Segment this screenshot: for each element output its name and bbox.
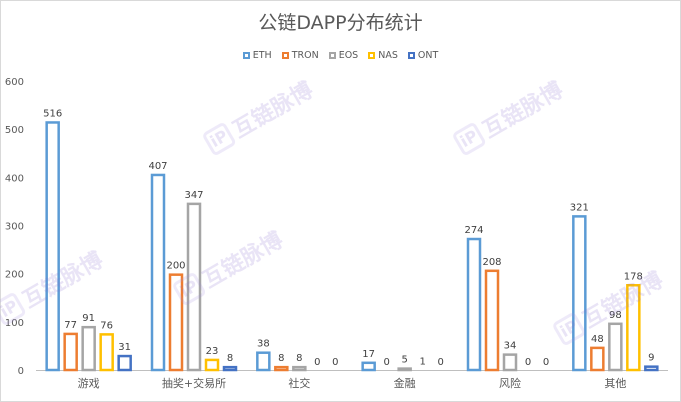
chart-title: 公链DAPP分布统计	[258, 12, 423, 34]
bar	[466, 237, 482, 372]
bar	[150, 173, 166, 372]
data-label: 0	[543, 357, 549, 368]
x-tick-label: 金融	[394, 376, 416, 390]
data-label: 38	[257, 339, 270, 350]
legend-label-eth: ETH	[252, 50, 272, 61]
y-tick-label: 200	[5, 270, 24, 281]
data-label: 91	[82, 313, 95, 324]
bar	[397, 367, 412, 372]
legend-item-tron: TRON	[281, 50, 319, 61]
data-label: 8	[278, 353, 284, 364]
data-label: 0	[525, 357, 531, 368]
data-label: 76	[100, 320, 113, 331]
legend-item-nas: NAS	[368, 50, 398, 61]
bar	[222, 365, 238, 372]
y-tick-label: 600	[5, 77, 24, 88]
bar	[572, 215, 587, 372]
y-tick-label: 500	[5, 125, 24, 136]
y-tick-label: 100	[5, 318, 24, 329]
legend-label-tron: TRON	[291, 50, 319, 61]
bar	[484, 269, 500, 372]
bar	[256, 351, 271, 372]
data-label: 0	[332, 357, 338, 368]
bar	[168, 273, 184, 372]
bar	[63, 332, 78, 372]
data-label: 0	[437, 357, 443, 368]
x-tick-label: 抽奖+交易所	[162, 376, 226, 390]
x-tick-label: 社交	[288, 376, 310, 390]
y-tick-label: 300	[5, 222, 24, 233]
data-label: 8	[227, 353, 233, 364]
x-tick-label: 游戏	[78, 377, 100, 390]
bar	[502, 353, 518, 372]
legend-swatch-eth	[242, 52, 250, 59]
bar	[45, 121, 60, 372]
data-label: 200	[166, 261, 185, 272]
legend-label-ont: ONT	[417, 50, 439, 61]
legend-label-nas: NAS	[378, 50, 398, 61]
x-tick-label: 风险	[499, 376, 521, 390]
bar	[292, 365, 307, 372]
bar	[590, 346, 605, 372]
data-label: 23	[206, 346, 219, 357]
bar	[626, 284, 641, 372]
legend-swatch-tron	[281, 52, 289, 59]
data-label: 9	[648, 353, 654, 364]
data-label: 31	[118, 342, 131, 353]
legend-item-ont: ONT	[407, 50, 439, 61]
bar	[117, 354, 132, 372]
data-label: 407	[148, 161, 167, 172]
data-label: 208	[482, 257, 501, 268]
bar	[186, 202, 202, 372]
bar	[81, 325, 96, 372]
bar	[361, 361, 376, 372]
data-label: 8	[296, 353, 302, 364]
data-label: 321	[570, 202, 589, 213]
data-label: 77	[64, 320, 77, 331]
legend-swatch-eos	[328, 52, 336, 59]
y-tick-label: 0	[18, 366, 24, 377]
data-label: 274	[464, 225, 483, 236]
y-tick-label: 400	[5, 173, 24, 184]
x-tick-label: 其他	[604, 377, 626, 390]
data-label: 0	[383, 357, 389, 368]
data-label: 5	[401, 355, 407, 366]
bar	[99, 333, 114, 372]
data-label: 17	[362, 349, 375, 360]
bar	[644, 365, 659, 372]
chart-legend: ETH TRON EOS NAS ONT	[0, 50, 681, 61]
data-label: 98	[609, 310, 622, 321]
legend-label-eos: EOS	[338, 50, 359, 61]
legend-item-eos: EOS	[328, 50, 359, 61]
data-label: 178	[624, 271, 643, 282]
data-label: 34	[504, 341, 517, 352]
legend-item-eth: ETH	[242, 50, 272, 61]
data-label: 0	[314, 357, 320, 368]
bar	[608, 322, 623, 372]
bar	[274, 365, 289, 372]
legend-swatch-nas	[368, 52, 376, 59]
legend-swatch-ont	[407, 52, 415, 59]
data-label: 1	[419, 357, 425, 368]
data-label: 347	[184, 190, 203, 201]
data-label: 48	[591, 334, 604, 345]
bar	[204, 358, 220, 372]
data-label: 516	[43, 108, 62, 119]
